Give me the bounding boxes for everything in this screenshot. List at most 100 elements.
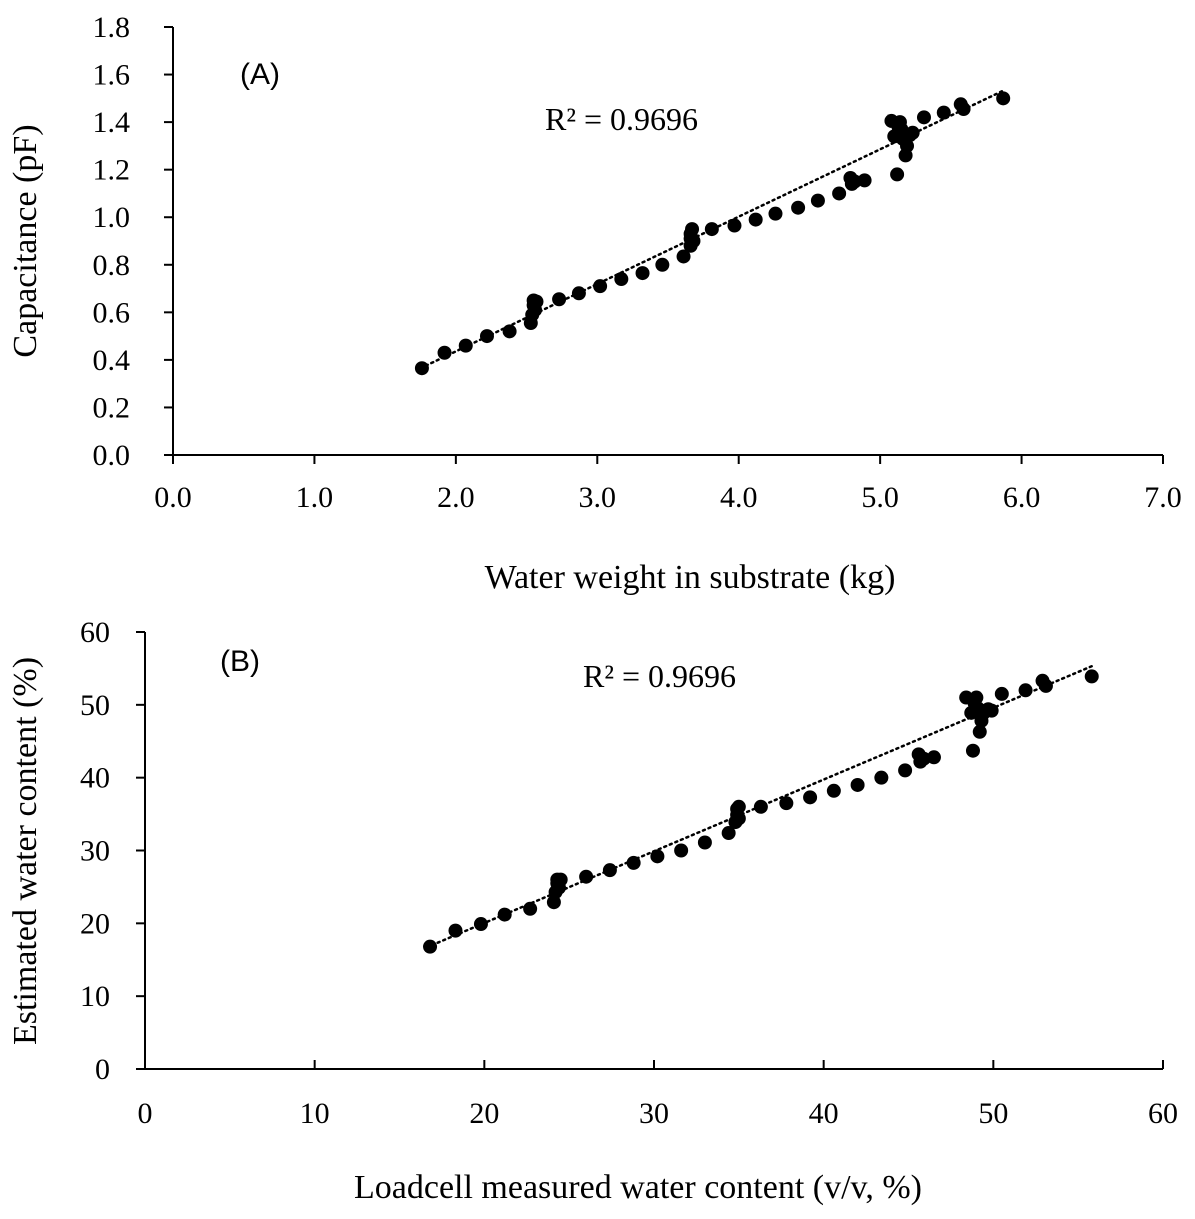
panel-a-x-tick-label: 5.0	[861, 481, 899, 514]
panel-b-y-tick-label: 20	[80, 907, 110, 940]
panel-b-data-point	[1084, 669, 1099, 684]
panel-b-data-point	[448, 923, 463, 938]
panel-b-data-point	[523, 901, 538, 916]
panel-b-data-point	[969, 690, 984, 705]
panel-b-data-point	[926, 750, 941, 765]
panel-a: 0.0 1.0 2.0 3.0 4.0 5.0 6.0 7.0 0.0 0.2 0.4 0.6 0.8 1…	[7, 11, 1182, 596]
panel-b-data-point	[423, 939, 438, 954]
panel-b-data-point	[826, 783, 841, 798]
panel-a-y-tick-label: 1.2	[93, 154, 131, 187]
panel-a-data-point	[685, 222, 700, 237]
panel-a-data-point	[727, 218, 742, 233]
panel-a-data-point	[458, 338, 473, 353]
panel-a-data-point	[936, 105, 951, 120]
panel-b-data-point	[803, 790, 818, 805]
panel-b-data-point	[497, 907, 512, 922]
panel-a-y-tick-label: 0.4	[93, 344, 131, 377]
panel-a-data-point	[956, 102, 971, 117]
panel-b-y-tick-label: 10	[80, 980, 110, 1013]
panel-a-label: (A)	[240, 58, 280, 91]
panel-a-data-point	[857, 173, 872, 188]
panel-a-data-point	[655, 257, 670, 272]
panel-b-data-point	[1018, 683, 1033, 698]
panel-b-data-point	[972, 724, 987, 739]
panel-a-x-tick-label: 7.0	[1144, 481, 1182, 514]
panel-b-marks: 0 10 20 30 40 50 60 0 10 20 30 40 50 60	[80, 616, 1178, 1130]
panel-a-y-tick-label: 1.0	[93, 201, 131, 234]
panel-b-y-tick-label: 60	[80, 616, 110, 649]
panel-a-y-tick-label: 0.2	[93, 391, 131, 424]
panel-a-data-point	[810, 193, 825, 208]
panel-b-data-point	[1038, 678, 1053, 693]
panel-a-data-point	[916, 110, 931, 125]
panel-a-data-point	[704, 222, 719, 237]
panel-b-data-point	[994, 686, 1009, 701]
panel-a-data-point	[676, 249, 691, 264]
panel-b-x-tick-label: 60	[1148, 1097, 1178, 1130]
panel-a-data-point	[571, 286, 586, 301]
panel-b-y-tick-label: 0	[95, 1053, 110, 1086]
panel-b-y-tick-label: 50	[80, 689, 110, 722]
panel-b: 0 10 20 30 40 50 60 0 10 20 30 40 50 60 (B) R² = 0.96…	[7, 616, 1178, 1206]
panel-b-y-tick-label: 40	[80, 762, 110, 795]
panel-b-data-point	[898, 763, 913, 778]
panel-b-data-point	[579, 869, 594, 884]
panel-b-data-point	[779, 796, 794, 811]
panel-a-data-point	[593, 279, 608, 294]
panel-b-data-point	[731, 811, 746, 826]
panel-a-x-tick-label: 4.0	[720, 481, 758, 514]
panel-a-data-point	[905, 125, 920, 140]
panel-a-data-point	[686, 234, 701, 248]
panel-a-y-tick-label: 1.8	[93, 11, 131, 44]
panel-b-data-point	[697, 835, 712, 850]
panel-b-data-point	[602, 863, 617, 878]
panel-b-data-point	[650, 849, 665, 864]
panel-a-x-axis-title: Water weight in substrate (kg)	[485, 559, 896, 596]
panel-b-x-tick-label: 40	[809, 1097, 839, 1130]
panel-a-y-tick-label: 0.0	[93, 439, 131, 472]
panel-a-data-point	[529, 294, 544, 309]
panel-a-y-tick-label: 1.6	[93, 59, 131, 92]
panel-b-x-tick-label: 50	[978, 1097, 1008, 1130]
panel-a-marks: 0.0 1.0 2.0 3.0 4.0 5.0 6.0 7.0 0.0 0.2 0.4 0.6 0.8 1…	[93, 11, 1182, 514]
panel-b-data-point	[850, 777, 865, 792]
panel-a-data-point	[768, 206, 783, 221]
panel-a-data-point	[635, 266, 650, 281]
panel-b-r2-annotation: R² = 0.9696	[583, 658, 736, 694]
panel-a-x-tick-label: 6.0	[1003, 481, 1041, 514]
panel-a-data-point	[479, 329, 494, 344]
panel-b-data-point	[965, 743, 980, 758]
panel-b-data-point	[473, 917, 488, 932]
panel-b-data-point	[753, 799, 768, 814]
panel-a-x-tick-label: 2.0	[437, 481, 475, 514]
panel-b-data-point	[626, 855, 641, 870]
panel-b-x-axis-title: Loadcell measured water content (v/v, %)	[354, 1169, 922, 1206]
panel-b-label: (B)	[220, 645, 260, 678]
panel-a-x-tick-label: 1.0	[296, 481, 334, 514]
panel-b-x-tick-label: 20	[469, 1097, 499, 1130]
panel-a-data-point	[832, 186, 847, 201]
panel-a-y-tick-label: 0.8	[93, 249, 131, 282]
panel-a-data-point	[437, 345, 452, 360]
panel-a-y-axis-title: Capacitance (pF)	[7, 124, 44, 357]
panel-a-data-point	[502, 324, 517, 339]
panel-b-y-tick-label: 30	[80, 835, 110, 868]
panel-b-x-tick-label: 0	[138, 1097, 153, 1130]
panel-b-data-point	[984, 703, 999, 718]
panel-b-data-point	[874, 770, 889, 785]
panel-b-data-point	[721, 826, 736, 841]
panel-a-data-point	[791, 200, 806, 215]
panel-a-x-tick-label: 3.0	[579, 481, 617, 514]
panel-b-data-point	[674, 843, 689, 858]
panel-a-data-point	[552, 292, 567, 307]
panel-a-x-tick-label: 0.0	[154, 481, 192, 514]
panel-a-data-point	[900, 138, 915, 153]
panel-a-r2-annotation: R² = 0.9696	[545, 101, 698, 137]
panel-b-x-tick-label: 30	[639, 1097, 669, 1130]
panel-a-data-point	[614, 272, 629, 287]
panel-b-data-point	[731, 799, 746, 814]
panel-a-data-point	[996, 91, 1011, 106]
panel-a-data-point	[414, 361, 429, 376]
panel-a-y-tick-label: 1.4	[93, 106, 131, 139]
